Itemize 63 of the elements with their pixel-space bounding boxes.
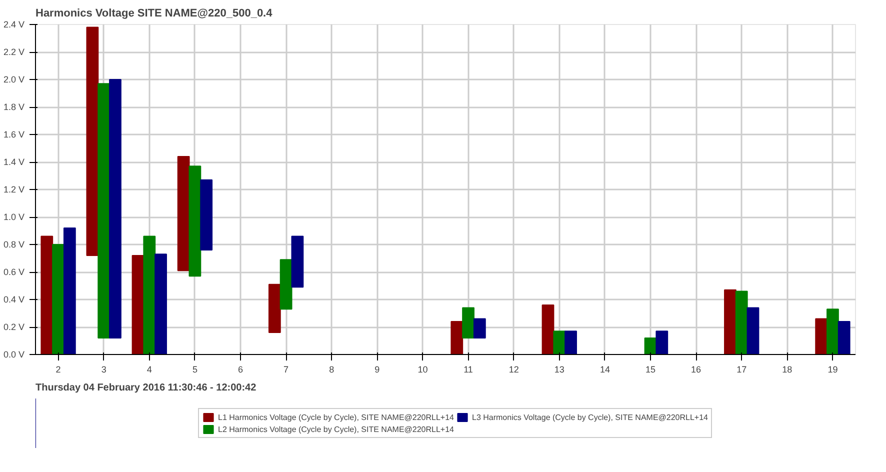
bar xyxy=(98,83,110,338)
x-tick-label: 13 xyxy=(554,364,564,374)
x-tick-label: 18 xyxy=(782,364,792,374)
bar xyxy=(815,318,828,354)
y-tick-label: 0.2 V xyxy=(3,322,24,332)
bar xyxy=(838,321,850,354)
bar xyxy=(268,284,281,333)
y-tick-label: 1.4 V xyxy=(3,157,24,167)
bar xyxy=(542,304,554,354)
x-tick-label: 14 xyxy=(600,364,610,374)
y-tick-label: 1.6 V xyxy=(3,130,24,140)
bar xyxy=(52,244,64,354)
bar xyxy=(746,307,760,354)
x-tick-label: 12 xyxy=(508,364,519,374)
bar xyxy=(564,330,577,354)
x-tick-label: 7 xyxy=(284,364,289,374)
bar xyxy=(724,289,736,354)
legend-label: L3 Harmonics Voltage (Cycle by Cycle), SITE NAME@220RLL+14 xyxy=(472,412,708,422)
y-tick-label: 0.4 V xyxy=(3,294,24,304)
x-tick-label: 6 xyxy=(238,364,244,374)
bar xyxy=(86,26,99,256)
chart-title: Harmonics Voltage SITE NAME@220_500_0.4 xyxy=(36,8,274,20)
x-tick-label: 9 xyxy=(374,364,380,374)
legend-label: L2 Harmonics Voltage (Cycle by Cycle), SITE NAME@220RLL+14 xyxy=(218,424,454,434)
x-tick-label: 17 xyxy=(736,364,747,374)
y-tick-label: 1.0 V xyxy=(3,212,24,222)
bar xyxy=(40,236,54,354)
bar xyxy=(109,79,122,338)
x-tick-label: 19 xyxy=(828,364,838,374)
x-tick-label: 2 xyxy=(56,364,61,374)
x-tick-label: 11 xyxy=(464,364,473,374)
x-tick-label: 3 xyxy=(101,364,106,374)
x-tick-label: 15 xyxy=(645,364,656,374)
bar xyxy=(735,290,748,354)
bar xyxy=(826,308,839,354)
y-tick-label: 2.2 V xyxy=(3,47,24,57)
x-tick-label: 5 xyxy=(192,364,198,374)
bar xyxy=(143,236,156,354)
bar xyxy=(177,156,190,272)
bar xyxy=(462,307,474,338)
bar xyxy=(473,318,486,338)
x-tick-label: 10 xyxy=(418,364,428,374)
y-tick-label: 2.0 V xyxy=(3,74,24,84)
legend-label: L1 Harmonics Voltage (Cycle by Cycle), SITE NAME@220RLL+14 xyxy=(218,412,454,422)
y-tick-label: 1.8 V xyxy=(3,102,24,112)
bar xyxy=(188,166,202,277)
x-tick-label: 4 xyxy=(146,364,152,374)
bar xyxy=(280,259,292,310)
bar xyxy=(450,321,464,354)
text: Thursday 04 February 2016 11:30:46 - 12:00:42 xyxy=(36,382,257,394)
y-tick-label: 0.0 V xyxy=(3,350,24,360)
y-tick-label: 2.4 V xyxy=(3,20,24,30)
bar xyxy=(656,330,668,354)
bar xyxy=(200,179,213,250)
bar xyxy=(154,254,167,354)
x-tick-label: 8 xyxy=(329,364,334,374)
y-tick-label: 1.2 V xyxy=(3,184,24,194)
x-tick-label: 16 xyxy=(691,364,702,374)
bar xyxy=(291,236,304,288)
bar xyxy=(553,330,566,354)
y-tick-label: 0.8 V xyxy=(3,240,24,250)
y-tick-label: 0.6 V xyxy=(3,267,24,277)
bar xyxy=(63,228,76,354)
